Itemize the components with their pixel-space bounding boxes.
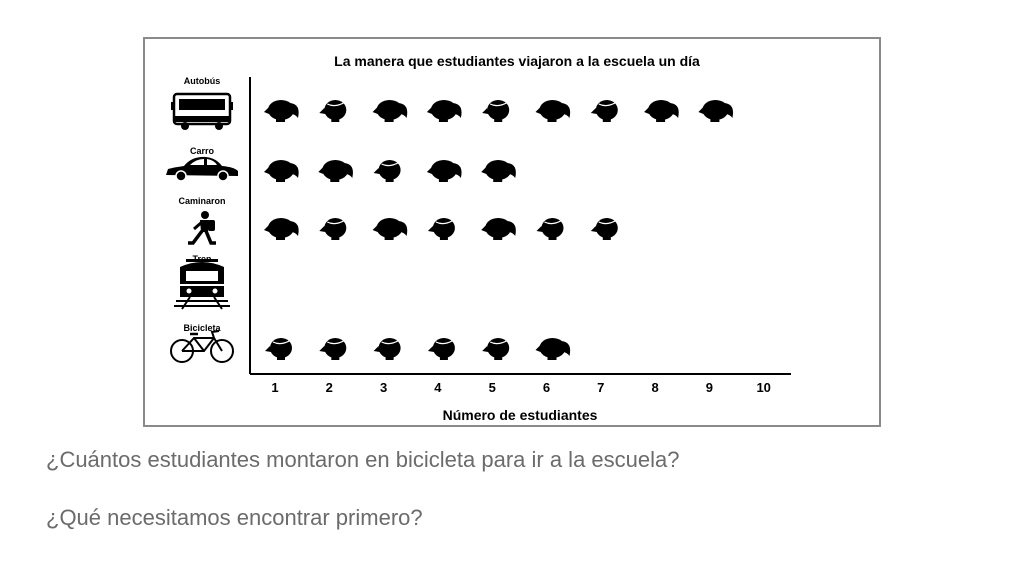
x-tick-label: 7 <box>597 380 604 395</box>
student-head-icon <box>482 338 510 360</box>
pictograph-row <box>265 338 571 360</box>
x-tick-label: 1 <box>271 380 278 395</box>
question-first-step: ¿Qué necesitamos encontrar primero? <box>46 505 423 530</box>
x-axis-title: Número de estudiantes <box>443 407 598 423</box>
train-icon <box>174 259 230 310</box>
car-icon <box>166 156 238 182</box>
student-head-icon <box>426 100 462 122</box>
student-head-icon <box>590 100 618 122</box>
walking-person-icon <box>188 211 216 245</box>
x-tick-label: 4 <box>434 380 442 395</box>
category-label: Bicicleta <box>183 323 221 333</box>
student-head-icon <box>482 100 510 122</box>
student-head-icon <box>372 218 408 240</box>
question-bicycle: ¿Cuántos estudiantes montaron en bicicle… <box>46 447 680 472</box>
student-head-icon <box>319 218 347 240</box>
pictograph-row <box>264 218 618 240</box>
student-head-icon <box>427 338 455 360</box>
student-head-icon <box>318 160 353 182</box>
student-head-icon <box>265 338 292 360</box>
student-head-icon <box>264 218 299 240</box>
pictograph-chart: La manera que estudiantes viajaron a la … <box>143 37 881 427</box>
x-tick-label: 10 <box>756 380 770 395</box>
student-head-icon <box>264 160 299 182</box>
category-label: Caminaron <box>178 196 225 206</box>
pictograph-row <box>264 160 516 182</box>
student-head-icon <box>264 100 299 122</box>
x-tick-label: 6 <box>543 380 550 395</box>
bus-icon <box>171 92 233 130</box>
student-head-icon <box>372 100 408 122</box>
student-head-icon <box>536 218 564 240</box>
x-tick-label: 9 <box>706 380 713 395</box>
category-label: Carro <box>190 146 215 156</box>
student-head-icon <box>373 160 401 182</box>
student-head-icon <box>590 218 618 240</box>
chart-title: La manera que estudiantes viajaron a la … <box>334 53 700 69</box>
student-head-icon <box>535 338 571 360</box>
student-head-icon <box>373 338 401 360</box>
student-head-icon <box>698 100 734 122</box>
x-tick-label: 3 <box>380 380 387 395</box>
student-head-icon <box>319 338 347 360</box>
x-tick-label: 2 <box>326 380 333 395</box>
category-label: Autobús <box>184 76 221 86</box>
student-head-icon <box>427 218 455 240</box>
student-head-icon <box>426 160 462 182</box>
x-tick-label: 5 <box>489 380 496 395</box>
pictograph-svg: La manera que estudiantes viajaron a la … <box>166 53 791 423</box>
bicycle-icon <box>170 330 234 363</box>
student-head-icon <box>481 160 516 182</box>
student-head-icon <box>535 100 571 122</box>
student-head-icon <box>644 100 679 122</box>
x-tick-label: 8 <box>651 380 658 395</box>
pictograph-row <box>264 100 734 122</box>
student-head-icon <box>481 218 516 240</box>
student-head-icon <box>319 100 347 122</box>
